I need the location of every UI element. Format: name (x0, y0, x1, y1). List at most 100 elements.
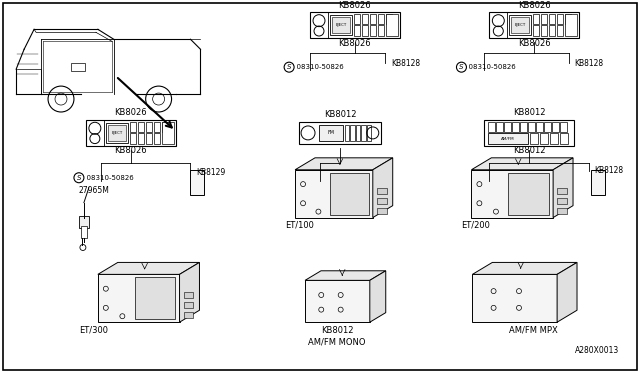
Text: KB8026: KB8026 (115, 146, 147, 155)
Bar (377, 198, 387, 203)
Bar (138, 133, 143, 144)
Bar (565, 15, 577, 36)
Bar (557, 208, 567, 214)
Bar (362, 25, 368, 36)
Text: EJECT: EJECT (111, 131, 122, 135)
Bar (370, 15, 376, 24)
Bar (184, 292, 193, 298)
Bar (541, 25, 547, 36)
Bar (509, 15, 531, 35)
Polygon shape (557, 262, 577, 322)
Polygon shape (295, 170, 372, 218)
Text: ET/200: ET/200 (461, 220, 490, 229)
Bar (512, 122, 519, 132)
Text: 08310-50826: 08310-50826 (465, 64, 516, 70)
Bar (591, 170, 605, 195)
Bar (377, 188, 387, 194)
Text: ET/100: ET/100 (285, 220, 314, 229)
Bar (378, 25, 384, 36)
Bar (146, 122, 152, 132)
Polygon shape (472, 262, 577, 275)
Bar (520, 122, 527, 132)
Bar (528, 122, 535, 132)
Text: ET/300: ET/300 (79, 326, 108, 335)
Bar (162, 122, 168, 132)
Bar (536, 122, 543, 132)
Text: KB8128: KB8128 (594, 166, 623, 175)
Bar (504, 122, 511, 132)
Bar (184, 302, 193, 308)
Bar (557, 15, 563, 24)
Bar (332, 17, 350, 33)
Text: KB8012: KB8012 (324, 110, 356, 119)
Bar (541, 15, 547, 24)
Bar (484, 120, 574, 146)
Bar (130, 122, 136, 132)
Bar (367, 125, 371, 141)
Text: 08310-50826: 08310-50826 (82, 175, 134, 181)
Bar (508, 173, 549, 215)
Bar (386, 15, 392, 24)
Polygon shape (370, 271, 386, 322)
Text: EJECT: EJECT (515, 23, 526, 27)
Polygon shape (472, 170, 553, 218)
Text: KB8026: KB8026 (115, 109, 147, 118)
Bar (154, 122, 159, 132)
Text: AM/FM MPX: AM/FM MPX (509, 326, 558, 335)
Bar (108, 125, 125, 141)
Bar (560, 133, 568, 144)
Polygon shape (180, 262, 200, 322)
Text: AM/FM MONO: AM/FM MONO (308, 338, 365, 347)
Bar (533, 25, 539, 36)
Bar (354, 15, 360, 24)
Bar (154, 133, 159, 144)
Polygon shape (472, 158, 573, 170)
Bar (184, 312, 193, 318)
Bar (377, 208, 387, 214)
Text: 27965M: 27965M (79, 186, 110, 195)
Text: KB8026: KB8026 (518, 39, 550, 48)
Text: KB8128: KB8128 (574, 59, 603, 68)
Bar (490, 12, 579, 38)
Bar (549, 25, 555, 36)
Bar (565, 15, 571, 24)
Bar (488, 133, 528, 144)
Bar (319, 125, 343, 141)
Bar (330, 173, 369, 215)
Polygon shape (472, 275, 557, 322)
Bar (540, 133, 548, 144)
Text: S: S (287, 64, 291, 70)
Bar (86, 120, 175, 146)
Polygon shape (98, 262, 200, 275)
Polygon shape (305, 280, 370, 322)
Text: KB8012: KB8012 (513, 109, 545, 118)
Bar (544, 122, 551, 132)
Bar (138, 122, 143, 132)
Bar (557, 188, 567, 194)
Bar (386, 15, 397, 36)
Polygon shape (553, 158, 573, 218)
Polygon shape (98, 275, 180, 322)
Bar (362, 15, 368, 24)
Bar (356, 125, 360, 141)
Text: S: S (460, 64, 464, 70)
Bar (497, 122, 503, 132)
Text: 08310-50826: 08310-50826 (292, 64, 344, 70)
Bar (330, 15, 352, 35)
Bar (533, 15, 539, 24)
Bar (310, 12, 400, 38)
Text: EJECT: EJECT (335, 23, 346, 27)
Text: KB8026: KB8026 (339, 39, 371, 48)
Bar (81, 225, 87, 237)
Text: KB8026: KB8026 (339, 1, 371, 10)
Text: A280X0013: A280X0013 (575, 346, 619, 355)
Text: KB8128: KB8128 (392, 59, 421, 68)
Bar (370, 25, 376, 36)
Bar (79, 216, 89, 228)
Text: KB8026: KB8026 (518, 1, 550, 10)
Bar (557, 198, 567, 203)
Text: S: S (77, 175, 81, 181)
Text: KB8012: KB8012 (321, 326, 353, 335)
Bar (549, 15, 555, 24)
Bar (552, 122, 559, 132)
